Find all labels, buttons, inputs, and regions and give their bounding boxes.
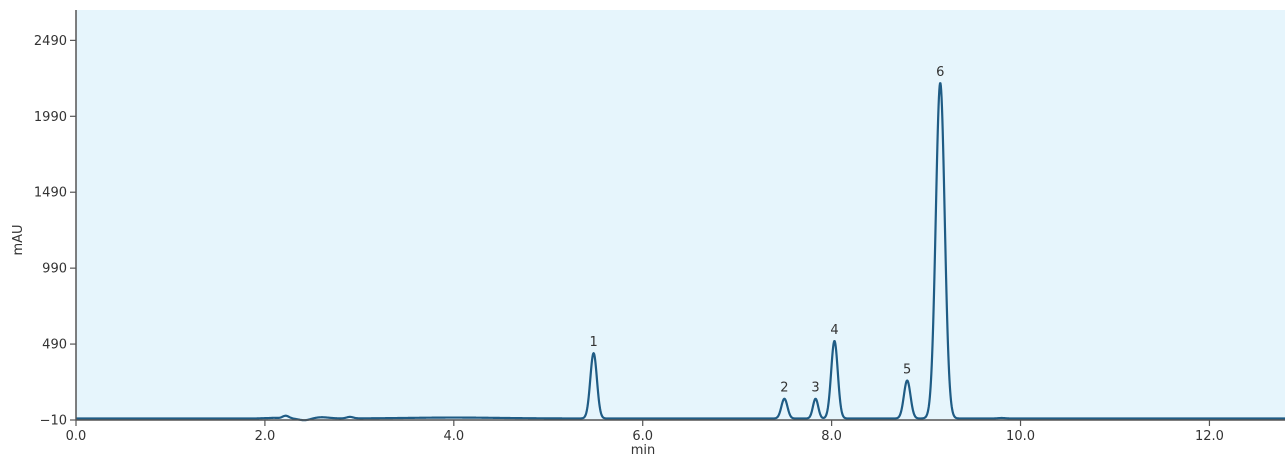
y-tick-label: −10 <box>40 414 67 429</box>
y-axis-label: mAU <box>11 224 26 255</box>
peak-label-2: 2 <box>780 381 788 396</box>
peak-label-1: 1 <box>589 335 597 350</box>
x-tick-label: 12.0 <box>1195 429 1224 444</box>
y-tick-label: 490 <box>42 338 67 353</box>
peak-label-6: 6 <box>936 65 944 80</box>
x-tick-label: 2.0 <box>255 429 276 444</box>
plot-background <box>76 10 1285 420</box>
x-tick-label: 10.0 <box>1006 429 1035 444</box>
y-tick-label: 990 <box>42 262 67 277</box>
peak-labels: 1 2 3 4 5 6 <box>589 65 944 396</box>
x-tick-label: 8.0 <box>821 429 842 444</box>
peak-label-4: 4 <box>830 323 838 338</box>
peak-label-3: 3 <box>811 381 819 396</box>
peak-label-5: 5 <box>903 363 911 378</box>
y-axis-ticks: −10 490 990 1490 1990 2490 <box>34 34 76 429</box>
y-tick-label: 1490 <box>34 186 67 201</box>
x-tick-label: 0.0 <box>66 429 87 444</box>
chromatogram-trace <box>75 82 1285 422</box>
x-tick-label: 4.0 <box>443 429 464 444</box>
x-tick-label: 6.0 <box>632 429 653 444</box>
y-tick-label: 1990 <box>34 110 67 125</box>
x-axis-label: min <box>631 443 656 457</box>
x-axis-ticks: 0.0 2.0 4.0 6.0 8.0 10.0 12.0 <box>66 420 1224 444</box>
y-tick-label: 2490 <box>34 34 67 49</box>
